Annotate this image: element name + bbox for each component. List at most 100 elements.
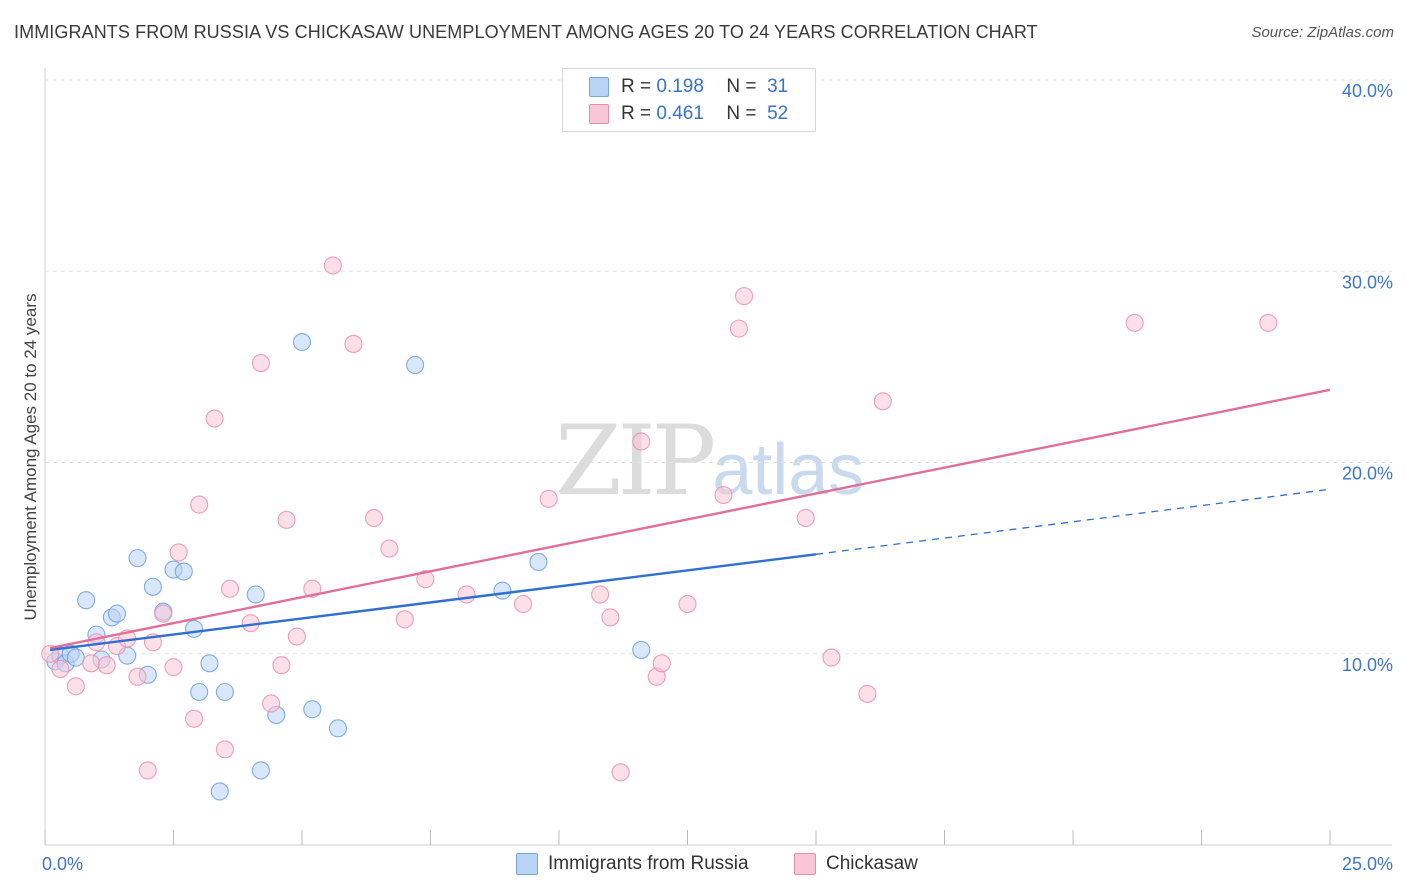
chickasaw-point: [796, 508, 815, 528]
chickasaw-point: [1259, 313, 1278, 332]
chickasaw-point: [185, 709, 204, 728]
chickasaw-point: [190, 495, 209, 514]
chickasaw-point: [416, 570, 435, 589]
chickasaw-point: [395, 610, 414, 629]
bottom-legend-swatch-chickasaw: [794, 853, 816, 875]
legend-row-chickasaw: R = 0.461 N = 52: [589, 102, 788, 126]
chickasaw-point: [205, 409, 224, 428]
chickasaw-point: [138, 761, 157, 780]
russia-point: [303, 700, 322, 719]
russia-point: [292, 332, 312, 352]
legend-n-label: N =: [726, 103, 757, 124]
chickasaw-point: [272, 656, 291, 675]
chickasaw-point: [164, 658, 183, 677]
russia-point: [632, 640, 651, 659]
chickasaw-point: [457, 585, 476, 604]
russia-point: [215, 682, 234, 702]
russia-point: [246, 585, 265, 604]
russia-point: [328, 719, 348, 738]
source-label: Source: ZipAtlas.com: [1251, 24, 1394, 41]
bottom-legend-label-russia: Immigrants from Russia: [548, 853, 749, 874]
legend-n-value: 31: [767, 76, 789, 97]
correlation-legend: R = 0.198 N = 31 R = 0.461 N = 52: [562, 68, 816, 132]
chickasaw-point: [652, 654, 671, 673]
y-axis-label: Unemployment Among Ages 20 to 24 years: [21, 294, 40, 621]
russia-point: [200, 654, 219, 673]
chickasaw-point: [714, 485, 733, 505]
axes: [44, 68, 1392, 846]
chickasaw-point: [303, 579, 322, 598]
watermark-zip: ZIP: [555, 405, 716, 517]
legend-r-label: R =: [621, 76, 652, 97]
legend-r-value: 0.461: [656, 103, 704, 124]
legend-n-value: 52: [767, 103, 789, 124]
chickasaw-point: [82, 654, 101, 673]
chickasaw-point: [822, 648, 841, 667]
legend-n-label: N =: [726, 76, 757, 97]
legend-r-label: R =: [621, 103, 652, 124]
russia-point: [251, 761, 270, 780]
watermark: ZIPatlas: [555, 405, 864, 517]
chickasaw-point: [251, 353, 270, 373]
y-tick-label: 20.0%: [1342, 464, 1393, 484]
chickasaw-point: [1125, 313, 1144, 332]
chart-title: IMMIGRANTS FROM RUSSIA VS CHICKASAW UNEM…: [14, 22, 1038, 42]
chickasaw-point: [220, 579, 240, 598]
chickasaw-point: [873, 392, 892, 411]
grid-lines: [45, 79, 1392, 655]
legend-row-russia: R = 0.198 N = 31: [589, 75, 788, 99]
chickasaw-point: [51, 659, 70, 679]
y-tick-label: 10.0%: [1342, 655, 1393, 675]
chickasaw-point: [632, 432, 651, 451]
chickasaw-point: [169, 543, 188, 562]
chickasaw-point: [729, 319, 748, 338]
russia-point: [107, 604, 127, 623]
trend-lines: [49, 388, 1331, 652]
russia-point: [190, 682, 209, 702]
russia-point: [406, 355, 425, 375]
russia-trend-line: [49, 553, 817, 652]
chickasaw-point: [128, 667, 147, 686]
russia-point: [185, 619, 204, 638]
chickasaw-point: [97, 656, 116, 675]
russia-point: [174, 562, 193, 581]
chickasaw-point: [287, 627, 306, 646]
russia-point: [77, 591, 96, 610]
bottom-legend-chickasaw: Chickasaw: [794, 852, 918, 876]
russia-point: [128, 549, 147, 568]
russia-point: [529, 552, 548, 572]
chickasaw-point: [262, 694, 281, 713]
chickasaw-point: [364, 508, 384, 528]
russia-point: [493, 581, 512, 600]
russia-trend-extension: [815, 488, 1331, 555]
chickasaw-point: [513, 594, 533, 614]
chickasaw-point: [344, 334, 363, 353]
tick-labels: 10.0% 20.0% 30.0% 40.0% 0.0% 25.0%: [42, 81, 1393, 874]
russia-point: [143, 577, 162, 596]
chickasaw-point: [323, 256, 342, 275]
chickasaw-point: [601, 608, 620, 627]
chickasaw-point: [858, 684, 877, 703]
chickasaw-point: [154, 604, 173, 623]
chickasaw-point: [678, 594, 697, 614]
bottom-legend-swatch-russia: [516, 853, 538, 875]
legend-r-value: 0.198: [656, 76, 704, 97]
chickasaw-point: [277, 510, 296, 529]
data-points: [41, 256, 1278, 801]
chickasaw-point: [215, 740, 234, 759]
bottom-legend-label-chickasaw: Chickasaw: [826, 853, 918, 874]
x-tick-label: 25.0%: [1342, 854, 1393, 874]
x-tick-label: 0.0%: [42, 854, 83, 874]
russia-point: [66, 648, 85, 667]
chickasaw-point: [734, 287, 754, 306]
y-tick-label: 40.0%: [1342, 81, 1393, 101]
chickasaw-point: [66, 677, 85, 696]
bottom-legend-russia: Immigrants from Russia: [516, 852, 749, 876]
chickasaw-point: [591, 585, 610, 604]
chickasaw-point: [380, 539, 399, 558]
chickasaw-point: [611, 763, 630, 782]
watermark-atlas: atlas: [712, 430, 865, 510]
chickasaw-trend-line: [49, 388, 1331, 650]
russia-point: [210, 782, 229, 801]
